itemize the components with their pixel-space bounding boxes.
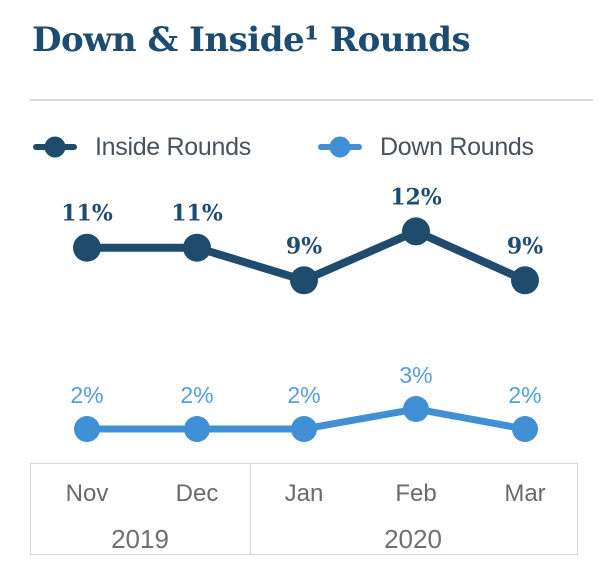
down-rounds-line-dot-icon bbox=[318, 144, 362, 150]
data-label: 2% bbox=[180, 382, 213, 408]
data-label: 11% bbox=[171, 201, 223, 227]
year-label-2019: 2019 bbox=[111, 524, 169, 554]
page-title: Down & Inside¹ Rounds bbox=[32, 20, 471, 60]
data-label: 2% bbox=[508, 382, 541, 408]
legend-label-down-rounds: Down Rounds bbox=[380, 132, 534, 161]
legend-item-down-rounds: Down Rounds bbox=[318, 131, 534, 163]
data-label: 9% bbox=[286, 233, 322, 259]
data-label: 2% bbox=[70, 382, 103, 408]
year-divider bbox=[250, 464, 251, 554]
month-label-jan: Jan bbox=[284, 480, 324, 507]
month-label-mar: Mar bbox=[504, 480, 546, 507]
x-axis-table: Nov Dec Jan Feb Mar 2019 2020 bbox=[30, 463, 578, 555]
chart-canvas: 11% 11% 9% 12% 9% 2% 2% 2% 3% 2% bbox=[61, 184, 543, 442]
title-divider bbox=[30, 99, 593, 101]
month-label-dec: Dec bbox=[175, 480, 219, 507]
data-point bbox=[74, 416, 100, 442]
data-point bbox=[403, 396, 429, 422]
legend: Inside Rounds Down Rounds bbox=[0, 131, 600, 163]
data-point bbox=[73, 233, 101, 262]
year-label-2020: 2020 bbox=[384, 524, 442, 554]
data-label: 12% bbox=[390, 184, 442, 210]
data-point bbox=[183, 233, 211, 262]
data-label: 3% bbox=[399, 362, 432, 388]
data-label: 11% bbox=[61, 201, 113, 227]
data-point bbox=[511, 266, 539, 295]
data-point bbox=[184, 416, 210, 442]
inside-rounds-line-dot-icon bbox=[33, 144, 77, 150]
data-point bbox=[291, 416, 317, 442]
data-point bbox=[402, 217, 430, 246]
legend-item-inside-rounds: Inside Rounds bbox=[33, 131, 251, 163]
data-label: 9% bbox=[507, 233, 543, 259]
data-label: 2% bbox=[287, 382, 320, 408]
month-label-feb: Feb bbox=[395, 480, 437, 507]
legend-label-inside-rounds: Inside Rounds bbox=[95, 132, 251, 161]
data-point bbox=[512, 416, 538, 442]
data-point bbox=[290, 266, 318, 295]
month-label-nov: Nov bbox=[65, 480, 109, 507]
